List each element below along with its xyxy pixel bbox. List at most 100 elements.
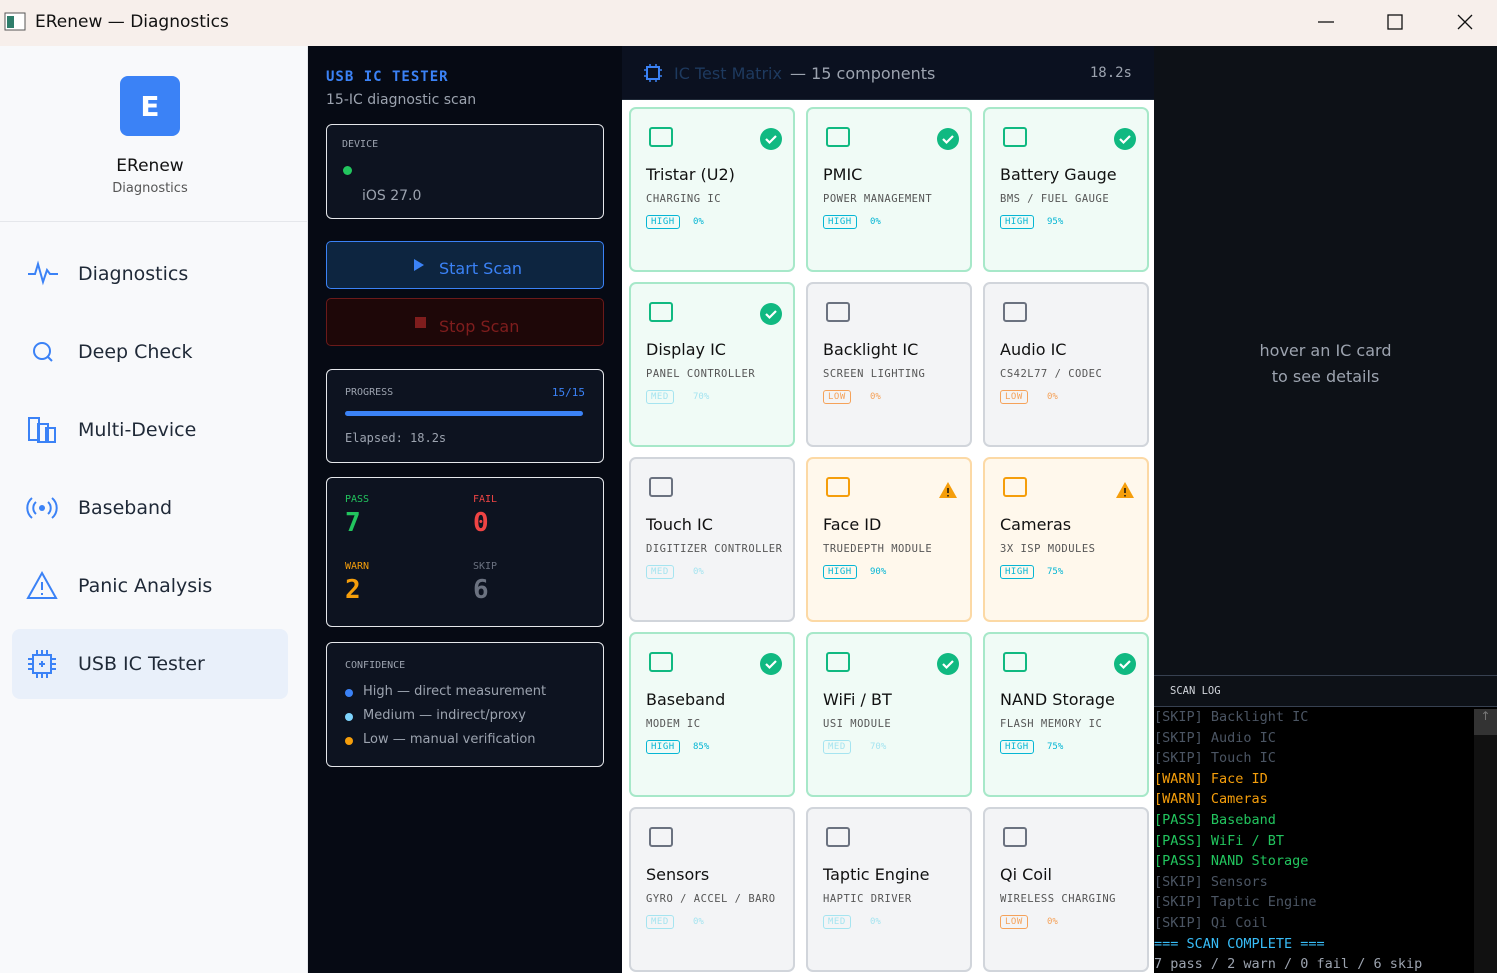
ic-desc: WIRELESS CHARGING — [1000, 893, 1116, 905]
ic-card[interactable]: Audio IC CS42L77 / CODEC LOW 0% — [983, 282, 1149, 447]
nav-item[interactable]: Deep Check — [12, 317, 288, 387]
status-pass — [1114, 653, 1136, 675]
ic-card[interactable]: Touch IC DIGITIZER CONTROLLER MED 0% — [629, 457, 795, 622]
nav-item[interactable]: Panic Analysis — [12, 551, 288, 621]
matrix-count: — 15 components — [790, 64, 936, 83]
ic-percent: 70% — [693, 392, 710, 402]
nav-item[interactable]: Multi-Device — [12, 395, 288, 465]
nav-item[interactable]: Diagnostics — [12, 239, 288, 309]
ic-icon — [826, 127, 850, 147]
confidence-badge: HIGH — [646, 215, 680, 229]
progress-label: PROGRESS — [345, 387, 394, 398]
status-warn — [939, 482, 957, 498]
nav-icon — [28, 650, 56, 678]
nav-icon — [33, 342, 53, 362]
stat-value: 0 — [473, 508, 489, 538]
ic-icon — [826, 302, 850, 322]
matrix-title: IC Test Matrix — [674, 64, 782, 83]
ic-card[interactable]: Sensors GYRO / ACCEL / BARO MED 0% — [629, 807, 795, 972]
ic-percent: 0% — [693, 567, 704, 577]
ic-card[interactable]: Taptic Engine HAPTIC DRIVER MED 0% — [806, 807, 972, 972]
log-title: SCAN LOG — [1154, 675, 1497, 707]
hint-line: to see details — [1271, 367, 1380, 386]
ic-name: Baseband — [646, 690, 726, 709]
log-line: [SKIP] Sensors — [1154, 873, 1268, 890]
ic-card[interactable]: NAND Storage FLASH MEMORY IC HIGH 75% — [983, 632, 1149, 797]
ic-percent: 0% — [870, 917, 881, 927]
ic-name: Qi Coil — [1000, 865, 1052, 884]
ic-card[interactable]: Face ID TRUEDEPTH MODULE HIGH 90% — [806, 457, 972, 622]
ic-desc: TRUEDEPTH MODULE — [823, 543, 933, 555]
confidence-badge: MED — [823, 915, 851, 929]
ic-card[interactable]: Display IC PANEL CONTROLLER MED 70% — [629, 282, 795, 447]
ic-name: Cameras — [1000, 515, 1072, 534]
legend-dot — [345, 689, 353, 697]
stat-label: SKIP — [473, 561, 498, 572]
ic-name: Backlight IC — [823, 340, 919, 359]
legend-text: High — direct measurement — [363, 684, 547, 699]
nav-label: Diagnostics — [78, 263, 189, 285]
log-line: === SCAN COMPLETE === — [1154, 935, 1325, 952]
ic-icon — [649, 652, 673, 672]
legend-dot — [345, 737, 353, 745]
log-line: [SKIP] Taptic Engine — [1154, 894, 1317, 911]
legend-text: Medium — indirect/proxy — [363, 708, 526, 723]
ic-desc: HAPTIC DRIVER — [823, 893, 912, 905]
ic-card[interactable]: Battery Gauge BMS / FUEL GAUGE HIGH 95% — [983, 107, 1149, 272]
ic-icon — [1003, 127, 1027, 147]
nav-icon — [26, 570, 58, 599]
ic-icon — [1003, 302, 1027, 322]
ic-card[interactable]: PMIC POWER MANAGEMENT HIGH 0% — [806, 107, 972, 272]
progress-count: 15/15 — [551, 386, 585, 399]
ic-name: Sensors — [646, 865, 710, 884]
ic-card[interactable]: WiFi / BT USI MODULE MED 70% — [806, 632, 972, 797]
nav-label: Multi-Device — [78, 419, 197, 441]
log-line: 7 pass / 2 warn / 0 fail / 6 skip — [1154, 956, 1423, 973]
ic-percent: 95% — [1047, 217, 1064, 227]
ic-card[interactable]: Backlight IC SCREEN LIGHTING LOW 0% — [806, 282, 972, 447]
ic-matrix: IC Test Matrix — 15 components 18.2s Tri… — [622, 46, 1154, 973]
status-warn — [1116, 482, 1134, 498]
progress-bar — [345, 411, 583, 416]
nav-label: USB IC Tester — [78, 653, 205, 675]
log-line: [PASS] Baseband — [1154, 811, 1276, 828]
confidence-label: CONFIDENCE — [345, 660, 406, 671]
ic-percent: 0% — [1047, 917, 1058, 927]
stat-label: FAIL — [473, 494, 498, 505]
ic-percent: 70% — [870, 742, 887, 752]
ic-card[interactable]: Cameras 3X ISP MODULES HIGH 75% — [983, 457, 1149, 622]
nav-item[interactable]: USB IC Tester — [12, 629, 288, 699]
ic-icon — [649, 827, 673, 847]
stop-scan-button[interactable]: Stop Scan — [326, 298, 604, 346]
ic-card[interactable]: Qi Coil WIRELESS CHARGING LOW 0% — [983, 807, 1149, 972]
panel-subtitle: 15-IC diagnostic scan — [326, 92, 477, 108]
device-label: DEVICE — [342, 139, 379, 150]
log-line: [WARN] Cameras — [1154, 791, 1268, 808]
log-line: [PASS] WiFi / BT — [1154, 832, 1285, 849]
window-controls[interactable] — [1300, 0, 1497, 46]
ic-card[interactable]: Baseband MODEM IC HIGH 85% — [629, 632, 795, 797]
ic-percent: 0% — [1047, 392, 1058, 402]
ic-desc: GYRO / ACCEL / BARO — [646, 893, 776, 905]
ic-desc: 3X ISP MODULES — [1000, 543, 1096, 555]
scrollbar[interactable]: ↑ — [1474, 709, 1497, 973]
nav-icon — [26, 497, 58, 519]
ic-card[interactable]: Tristar (U2) CHARGING IC HIGH 0% — [629, 107, 795, 272]
confidence-box: CONFIDENCE High — direct measurement Medi… — [326, 642, 604, 767]
status-pass — [760, 653, 782, 675]
confidence-badge: LOW — [1000, 390, 1028, 404]
ic-icon — [649, 477, 673, 497]
confidence-badge: HIGH — [1000, 565, 1034, 579]
stat-value: 6 — [473, 575, 489, 605]
app-subtitle: Diagnostics — [112, 181, 188, 196]
start-scan-button[interactable]: Start Scan — [326, 241, 604, 289]
ic-percent: 0% — [870, 392, 881, 402]
ic-desc: CS42L77 / CODEC — [1000, 368, 1103, 380]
nav-item[interactable]: Baseband — [12, 473, 288, 543]
ic-icon — [826, 477, 850, 497]
ic-desc: SCREEN LIGHTING — [823, 368, 926, 380]
stat-label: WARN — [345, 561, 370, 572]
ic-desc: MODEM IC — [646, 718, 701, 730]
confidence-badge: LOW — [1000, 915, 1028, 929]
ic-name: Face ID — [823, 515, 882, 534]
